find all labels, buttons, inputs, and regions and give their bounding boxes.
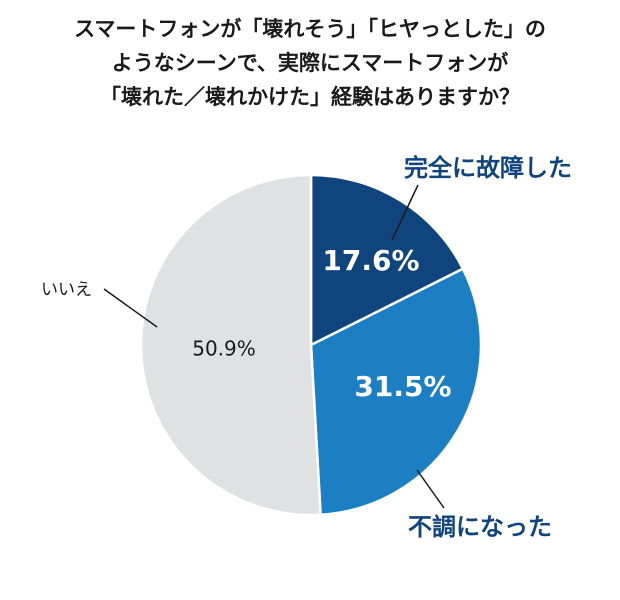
- value-label-malfunction: 31.5%: [354, 370, 451, 403]
- title-line-3: 「壊れた／壊れかけた」経験はありますか？: [100, 85, 520, 109]
- leader-line-complete-failure: [391, 184, 419, 241]
- value-label-no: 50.9%: [192, 337, 256, 361]
- pie-slice-malfunction: [309, 267, 483, 516]
- value-label-complete-failure: 17.6%: [322, 244, 419, 277]
- title-line-1: スマートフォンが「壊れそう」「ヒヤっとした」の: [74, 17, 546, 41]
- pie-slices: [139, 173, 483, 517]
- category-label-complete-failure: 完全に故障した: [404, 154, 572, 182]
- category-label-malfunction: 不調になった: [408, 513, 552, 541]
- leader-line-no: [103, 288, 158, 328]
- pie-slice-complete-failure: [309, 173, 465, 347]
- leader-line-malfunction: [416, 469, 445, 509]
- chart-title: スマートフォンが「壊れそう」「ヒヤっとした」の ようなシーンで、実際にスマートフ…: [0, 12, 620, 114]
- category-label-no: いいえ: [41, 280, 92, 300]
- pie-slice-no: [139, 173, 322, 517]
- title-line-2: ようなシーンで、実際にスマートフォンが: [111, 51, 509, 75]
